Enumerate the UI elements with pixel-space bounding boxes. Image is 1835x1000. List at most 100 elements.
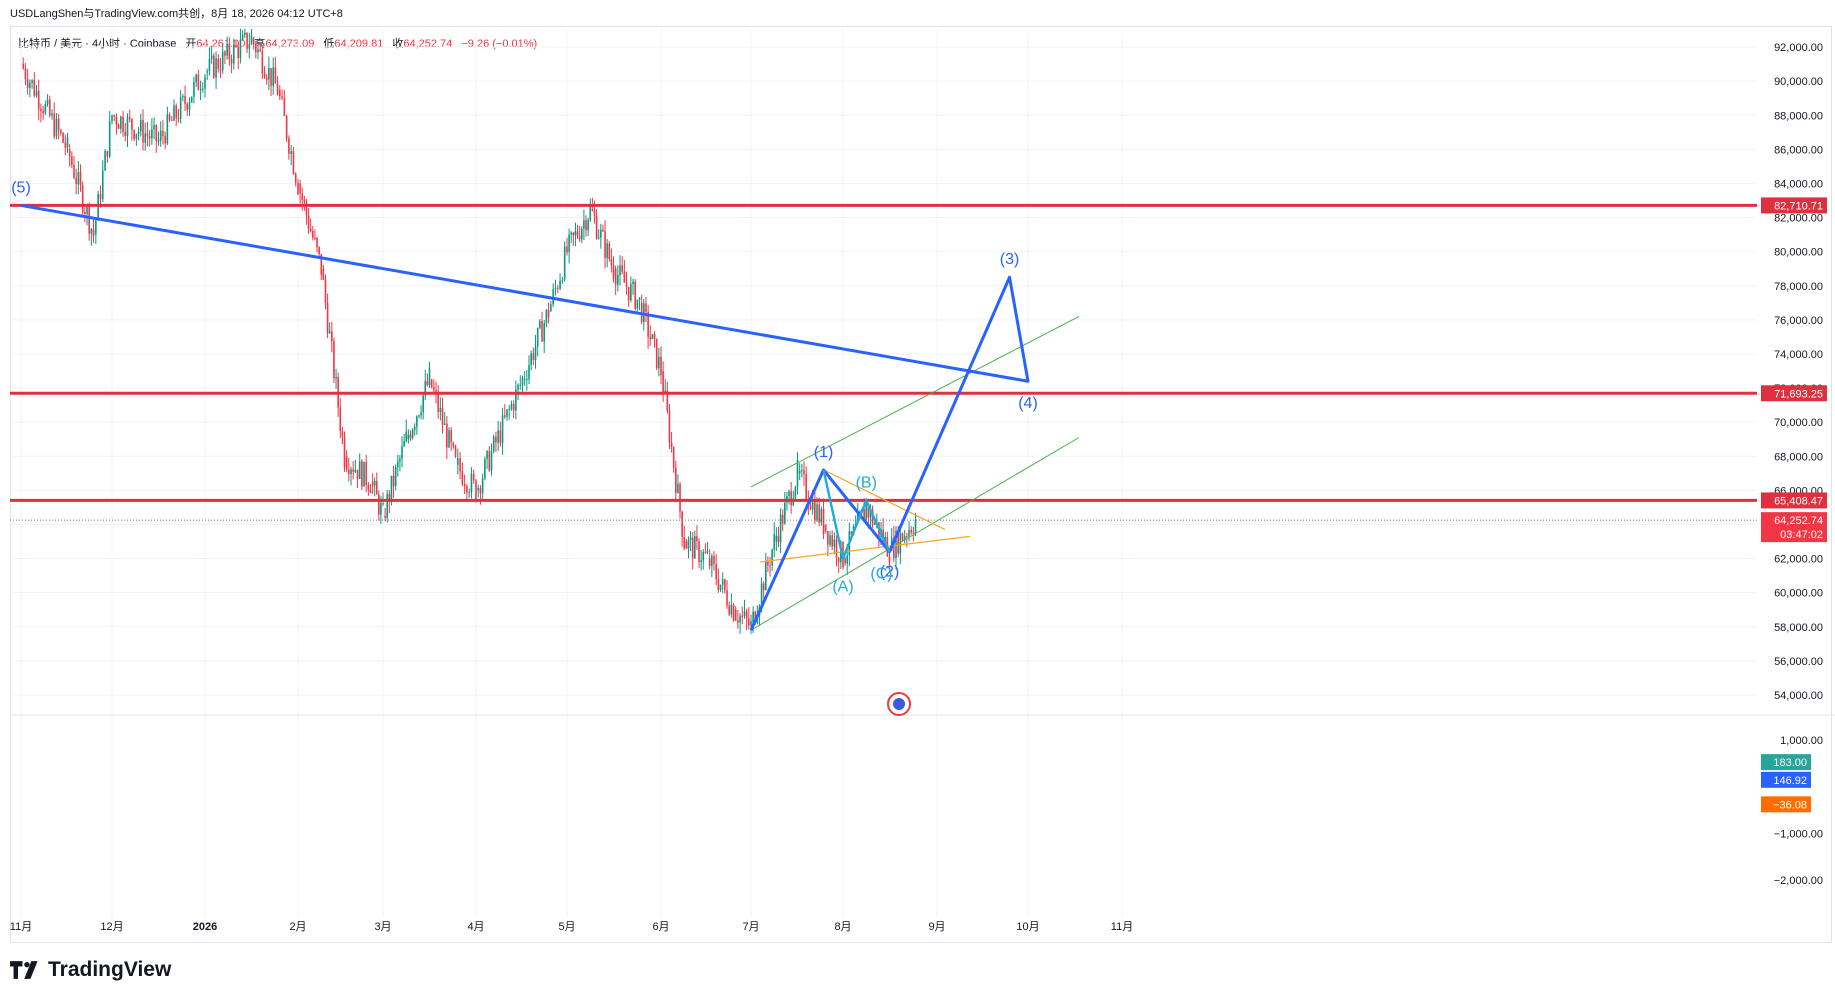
candle-body <box>401 446 403 459</box>
candle-body <box>552 289 554 305</box>
candle-body <box>358 461 361 480</box>
elliott-impulse-wave <box>20 203 1030 631</box>
candle-body <box>64 142 67 148</box>
candle-body <box>386 493 389 518</box>
candle-body <box>224 51 226 56</box>
candle-body <box>488 451 491 471</box>
current-price-tag-bg <box>1761 512 1827 543</box>
candle-body <box>873 523 876 525</box>
candle-body <box>301 193 304 201</box>
price-tick-label: 68,000.00 <box>1774 451 1823 463</box>
candle-body <box>547 310 550 318</box>
candle-body <box>645 303 647 313</box>
candle-body <box>610 258 613 266</box>
candle-body <box>57 118 60 131</box>
snapshot-header: USDLangShen与TradingView.com共创，8月 18, 202… <box>10 8 343 20</box>
candle-body <box>97 193 99 221</box>
candle-body <box>526 379 528 381</box>
candle-body <box>409 434 412 438</box>
level-price-tag: 82,710.71 <box>1761 197 1827 214</box>
candle-body <box>888 556 891 563</box>
candle-body <box>801 470 803 472</box>
candle-body <box>583 220 585 229</box>
candle-body <box>390 475 393 502</box>
candle-body <box>670 442 673 448</box>
candle-body <box>126 117 129 136</box>
candle-body <box>281 96 283 99</box>
candle-body <box>378 494 380 515</box>
time-tick-label: 2026 <box>193 921 217 933</box>
candle-body <box>572 232 575 236</box>
candle-body <box>369 490 372 493</box>
candle-body <box>157 139 160 142</box>
candle-body <box>764 560 767 591</box>
candle-body <box>297 182 299 195</box>
candle-body <box>651 334 654 339</box>
candle-body <box>805 474 807 499</box>
candle-body <box>354 469 357 472</box>
candle-body <box>623 271 626 283</box>
candle-body <box>175 105 178 118</box>
candle-body <box>84 212 86 214</box>
candle-body <box>430 379 433 388</box>
candle-body <box>694 536 696 559</box>
wave-label-3: (3) <box>1000 251 1020 268</box>
candle-body <box>392 475 395 487</box>
candle-body <box>829 535 831 545</box>
candle-body <box>503 415 506 417</box>
candle-body <box>206 71 209 73</box>
candle-body <box>62 133 64 143</box>
candle-body <box>81 185 84 213</box>
candle-body <box>204 76 206 89</box>
candle-body <box>899 533 902 554</box>
candle-body <box>246 32 248 49</box>
candle-body <box>576 231 579 237</box>
candle-body <box>897 530 899 554</box>
candle-body <box>760 583 763 607</box>
candle-body <box>685 541 688 549</box>
candle-body <box>523 379 526 381</box>
candle-body <box>604 231 606 258</box>
candle-body <box>179 97 182 119</box>
candle-body <box>741 615 744 617</box>
price-tick-label: 58,000.00 <box>1774 622 1823 634</box>
candle-body <box>201 88 204 90</box>
wave-label-1: (1) <box>814 444 834 461</box>
candle-body <box>73 164 75 178</box>
candle-body <box>619 265 621 275</box>
candle-body <box>168 114 171 120</box>
candle-body <box>166 114 169 144</box>
candle-body <box>704 551 707 553</box>
candle-body <box>674 467 677 493</box>
candle-body <box>144 133 147 143</box>
candle-body <box>356 469 359 480</box>
tradingview-brand[interactable]: TradingView <box>10 958 171 982</box>
candle-body <box>506 409 508 417</box>
candle-body <box>328 331 331 334</box>
candle-body <box>322 268 325 280</box>
level-price-tag-text: 65,408.47 <box>1774 495 1823 507</box>
candle-body <box>737 620 739 623</box>
candle-body <box>186 104 189 110</box>
candle-body <box>352 469 354 472</box>
candle-body <box>92 229 95 236</box>
candle-body <box>750 621 752 626</box>
candle-body <box>153 125 155 130</box>
candle-body <box>29 82 31 88</box>
candle-body <box>226 43 228 56</box>
candle-body <box>452 442 455 447</box>
level-price-tag-bg <box>1761 197 1827 214</box>
candle-body <box>463 484 466 487</box>
candle-body <box>88 206 90 234</box>
tradingview-logo-icon <box>10 961 38 979</box>
candle-body <box>461 471 464 485</box>
candle-body <box>745 611 748 619</box>
candle-body <box>290 151 292 154</box>
candle-body <box>713 555 715 565</box>
candle-body <box>910 529 912 533</box>
candle-body <box>170 119 173 121</box>
candle-body <box>706 551 709 553</box>
price-tick-label: 62,000.00 <box>1774 554 1823 566</box>
candle-body <box>252 38 255 44</box>
